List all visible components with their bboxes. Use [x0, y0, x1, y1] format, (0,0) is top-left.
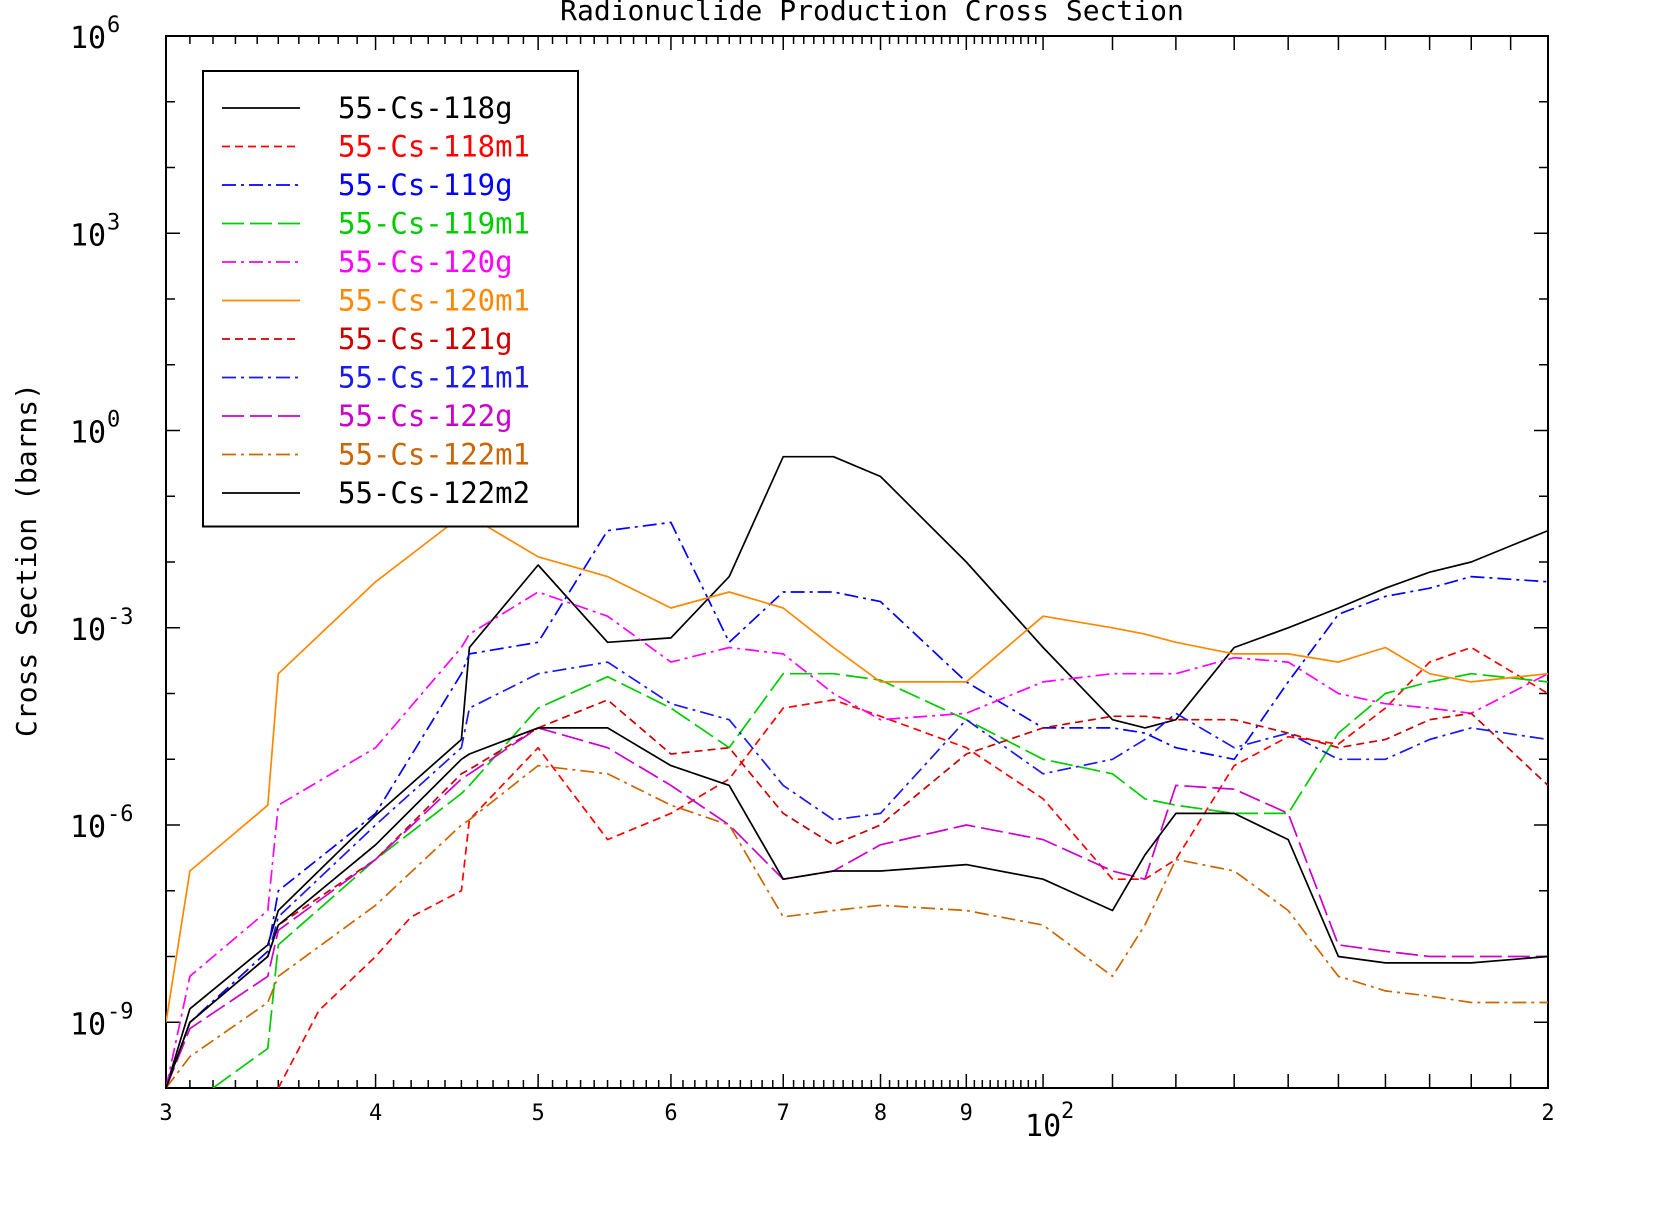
chart-title: Radionuclide Production Cross Section [560, 0, 1184, 27]
x-tick-label: 9 [960, 1101, 973, 1126]
y-tick-exp: 0 [107, 408, 120, 433]
series-line-55-Cs-118m1 [277, 646, 1548, 1088]
x-tick-label: 3 [159, 1101, 172, 1126]
series-line-55-Cs-118g [166, 455, 1548, 1088]
legend-entry-label: 55-Cs-118m1 [338, 130, 530, 164]
series-line-55-Cs-119g [166, 521, 1548, 1088]
y-tick-base: 10 [70, 613, 106, 648]
series-line-55-Cs-120m1 [166, 515, 1548, 1023]
plot-axes: 10 610 310 010 -310 -610 -93 4 5 6 7 8 9 210 2 [70, 13, 1555, 1144]
y-tick-label: 10 3 [70, 210, 120, 253]
y-tick-exp: 3 [107, 210, 120, 235]
series-line-55-Cs-122m1 [166, 764, 1548, 1088]
legend-entry-label: 55-Cs-120g [338, 245, 513, 279]
legend: 55-Cs-118g 55-Cs-118m1 55-Cs-119g 55-Cs-119… [202, 70, 579, 528]
y-tick-base: 10 [70, 416, 106, 451]
y-tick-label: 10 -3 [70, 605, 134, 648]
x-tick-label: 7 [777, 1101, 790, 1126]
y-tick-label: 10 6 [70, 13, 120, 56]
legend-entry-label: 55-Cs-122m1 [338, 438, 530, 472]
legend-entry-label: 55-Cs-119m1 [338, 207, 530, 241]
legend-entry-label: 55-Cs-120m1 [338, 284, 530, 318]
legend-entry-label: 55-Cs-121g [338, 322, 513, 356]
y-tick-base: 10 [70, 810, 106, 845]
series-line-55-Cs-120g [166, 591, 1548, 1088]
series-line-55-Cs-119m1 [212, 672, 1548, 1088]
y-tick-base: 10 [70, 21, 106, 56]
series-line-55-Cs-122m2 [166, 727, 1548, 1088]
series-line-55-Cs-121g [166, 699, 1548, 1088]
x-tick-label: 5 [531, 1101, 544, 1126]
legend-entry-label: 55-Cs-121m1 [338, 361, 530, 395]
y-tick-label: 10 -6 [70, 802, 134, 845]
x-decade-base: 10 [1025, 1109, 1061, 1144]
y-tick-label: 10 -9 [70, 999, 134, 1042]
x-decade-exp: 2 [1061, 1099, 1074, 1124]
legend-entry-label: 55-Cs-122m2 [338, 476, 530, 510]
series-line-55-Cs-122g [166, 727, 1548, 1088]
legend-entry-label: 55-Cs-118g [338, 91, 513, 125]
y-tick-label: 10 0 [70, 408, 120, 451]
x-tick-label: 8 [874, 1101, 887, 1126]
y-tick-base: 10 [70, 218, 106, 253]
legend-entry-label: 55-Cs-122g [338, 399, 513, 433]
y-tick-exp: -3 [107, 605, 134, 630]
y-axis-label: Cross Section (barns) [10, 383, 43, 737]
y-tick-exp: 6 [107, 13, 120, 38]
y-tick-base: 10 [70, 1007, 106, 1042]
x-tick-label: 6 [664, 1101, 677, 1126]
series-layer [166, 455, 1548, 1088]
series-line-55-Cs-121m1 [166, 661, 1548, 1088]
x-tick-label: 2 [1541, 1101, 1554, 1126]
legend-entry-label: 55-Cs-119g [338, 168, 513, 202]
x-tick-label: 4 [369, 1101, 382, 1126]
y-tick-exp: -9 [107, 999, 134, 1024]
y-tick-exp: -6 [107, 802, 134, 827]
